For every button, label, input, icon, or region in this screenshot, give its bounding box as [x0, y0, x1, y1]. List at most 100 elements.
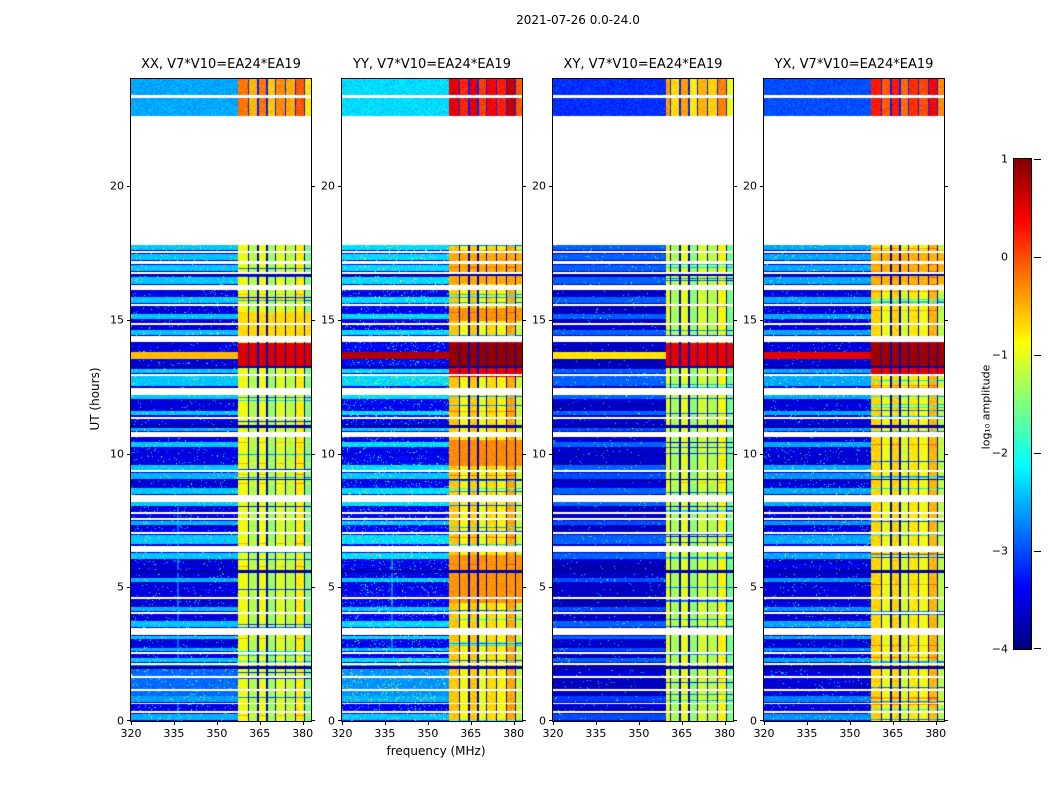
y-tick-mark: [311, 720, 315, 721]
y-tick-mark: [549, 453, 553, 455]
x-tick-mark: [470, 721, 472, 725]
y-tick-mark: [311, 453, 315, 455]
colorbar-tick-mark: [1034, 453, 1041, 454]
figure-title: 2021-07-26 0.0-24.0: [516, 13, 640, 27]
colorbar-tick-label: −1: [991, 348, 1008, 362]
x-tick-label: 335: [374, 727, 396, 740]
x-tick-label: 335: [585, 727, 607, 740]
colorbar-tick-label: 0: [1001, 250, 1008, 264]
y-tick-mark: [338, 453, 342, 455]
y-tick-label: 10: [110, 447, 124, 460]
x-tick-mark: [638, 721, 640, 725]
y-tick-mark: [733, 720, 737, 721]
colorbar-tick-mark: [1034, 159, 1041, 160]
spectrogram-canvas-yy: [342, 79, 522, 721]
y-tick-label: 20: [532, 179, 546, 193]
panel-title-xx: XX, V7*V10=EA24*EA19: [141, 57, 301, 72]
y-tick-mark: [522, 720, 526, 721]
colorbar-tick-mark: [1034, 355, 1041, 356]
colorbar-tick-label: −4: [991, 642, 1008, 656]
x-tick-label: 380: [714, 727, 736, 740]
y-tick-mark: [127, 319, 131, 321]
y-tick-mark: [338, 720, 342, 721]
x-tick-mark: [173, 721, 175, 725]
y-tick-mark: [944, 720, 948, 721]
x-tick-label: 350: [417, 727, 439, 740]
x-tick-label: 350: [628, 727, 650, 740]
x-axis-label: frequency (MHz): [386, 744, 486, 758]
x-tick-mark: [131, 721, 132, 725]
y-tick-label: 0: [117, 714, 124, 728]
y-tick-label: 0: [328, 714, 335, 728]
y-tick-mark: [760, 720, 764, 721]
x-tick-mark: [595, 721, 597, 725]
colorbar-label: log₁₀ amplitude: [979, 364, 993, 450]
colorbar: 1 0 −1 −2 −3 −4: [992, 153, 1041, 656]
colorbar-tick-mark: [1034, 551, 1041, 552]
y-tick-label: 10: [743, 447, 757, 460]
x-tick-label: 335: [796, 727, 818, 740]
x-tick-label: 335: [163, 727, 185, 740]
y-tick-label: 0: [539, 714, 546, 728]
y-tick-mark: [733, 319, 737, 321]
x-tick-mark: [513, 721, 515, 725]
y-tick-mark: [733, 587, 737, 589]
y-tick-mark: [549, 720, 553, 721]
x-tick-mark: [259, 721, 261, 725]
colorbar-canvas: [1014, 159, 1031, 649]
colorbar-tick-label: 1: [1001, 152, 1008, 166]
x-tick-label: 365: [249, 727, 271, 740]
spectrogram-panel-yy: YY, V7*V10=EA24*EA19 320 335 350 365 380 0 5 10…: [321, 57, 526, 740]
y-tick-label: 5: [117, 580, 124, 594]
y-tick-mark: [760, 319, 764, 321]
y-tick-label: 10: [532, 447, 546, 460]
y-tick-mark: [549, 186, 553, 187]
y-tick-label: 5: [328, 580, 335, 594]
x-tick-mark: [935, 721, 937, 725]
x-tick-mark: [216, 721, 218, 725]
y-tick-label: 20: [743, 179, 757, 193]
y-tick-mark: [944, 186, 948, 187]
y-tick-mark: [127, 186, 131, 187]
colorbar-tick-mark: [1034, 648, 1041, 649]
spectrogram-canvas-yx: [764, 79, 944, 721]
spectrogram-canvas-xy: [553, 79, 733, 721]
y-tick-mark: [522, 453, 526, 455]
y-tick-label: 15: [532, 313, 546, 327]
y-tick-mark: [522, 587, 526, 589]
y-tick-label: 20: [110, 179, 124, 193]
y-tick-label: 5: [539, 580, 546, 594]
y-tick-mark: [522, 319, 526, 321]
y-tick-mark: [311, 186, 315, 187]
panel-title-yy: YY, V7*V10=EA24*EA19: [353, 57, 511, 72]
y-axis-label: UT (hours): [88, 367, 102, 431]
panel-title-xy: XY, V7*V10=EA24*EA19: [563, 57, 723, 72]
y-tick-mark: [760, 453, 764, 455]
y-tick-mark: [944, 319, 948, 321]
y-tick-mark: [944, 587, 948, 589]
x-tick-mark: [724, 721, 726, 725]
x-tick-label: 320: [120, 727, 142, 740]
y-tick-mark: [338, 186, 342, 187]
y-tick-mark: [311, 587, 315, 589]
x-tick-mark: [681, 721, 683, 725]
spectrogram-panel-xy: XY, V7*V10=EA24*EA19 320 335 350 365 380 0 5 10…: [532, 57, 737, 740]
y-tick-label: 10: [321, 447, 335, 460]
x-tick-mark: [892, 721, 894, 725]
x-tick-mark: [342, 721, 343, 725]
x-tick-label: 365: [671, 727, 693, 740]
x-tick-label: 320: [331, 727, 353, 740]
x-tick-mark: [849, 721, 851, 725]
x-tick-label: 380: [503, 727, 525, 740]
y-tick-mark: [760, 186, 764, 187]
y-tick-label: 15: [110, 313, 124, 327]
y-tick-mark: [549, 587, 553, 589]
spectrogram-canvas-xx: [131, 79, 311, 721]
y-tick-label: 15: [321, 313, 335, 327]
x-tick-mark: [302, 721, 304, 725]
x-tick-label: 320: [753, 727, 775, 740]
y-tick-mark: [733, 453, 737, 455]
y-tick-mark: [733, 186, 737, 187]
colorbar-tick-label: −3: [991, 544, 1008, 558]
